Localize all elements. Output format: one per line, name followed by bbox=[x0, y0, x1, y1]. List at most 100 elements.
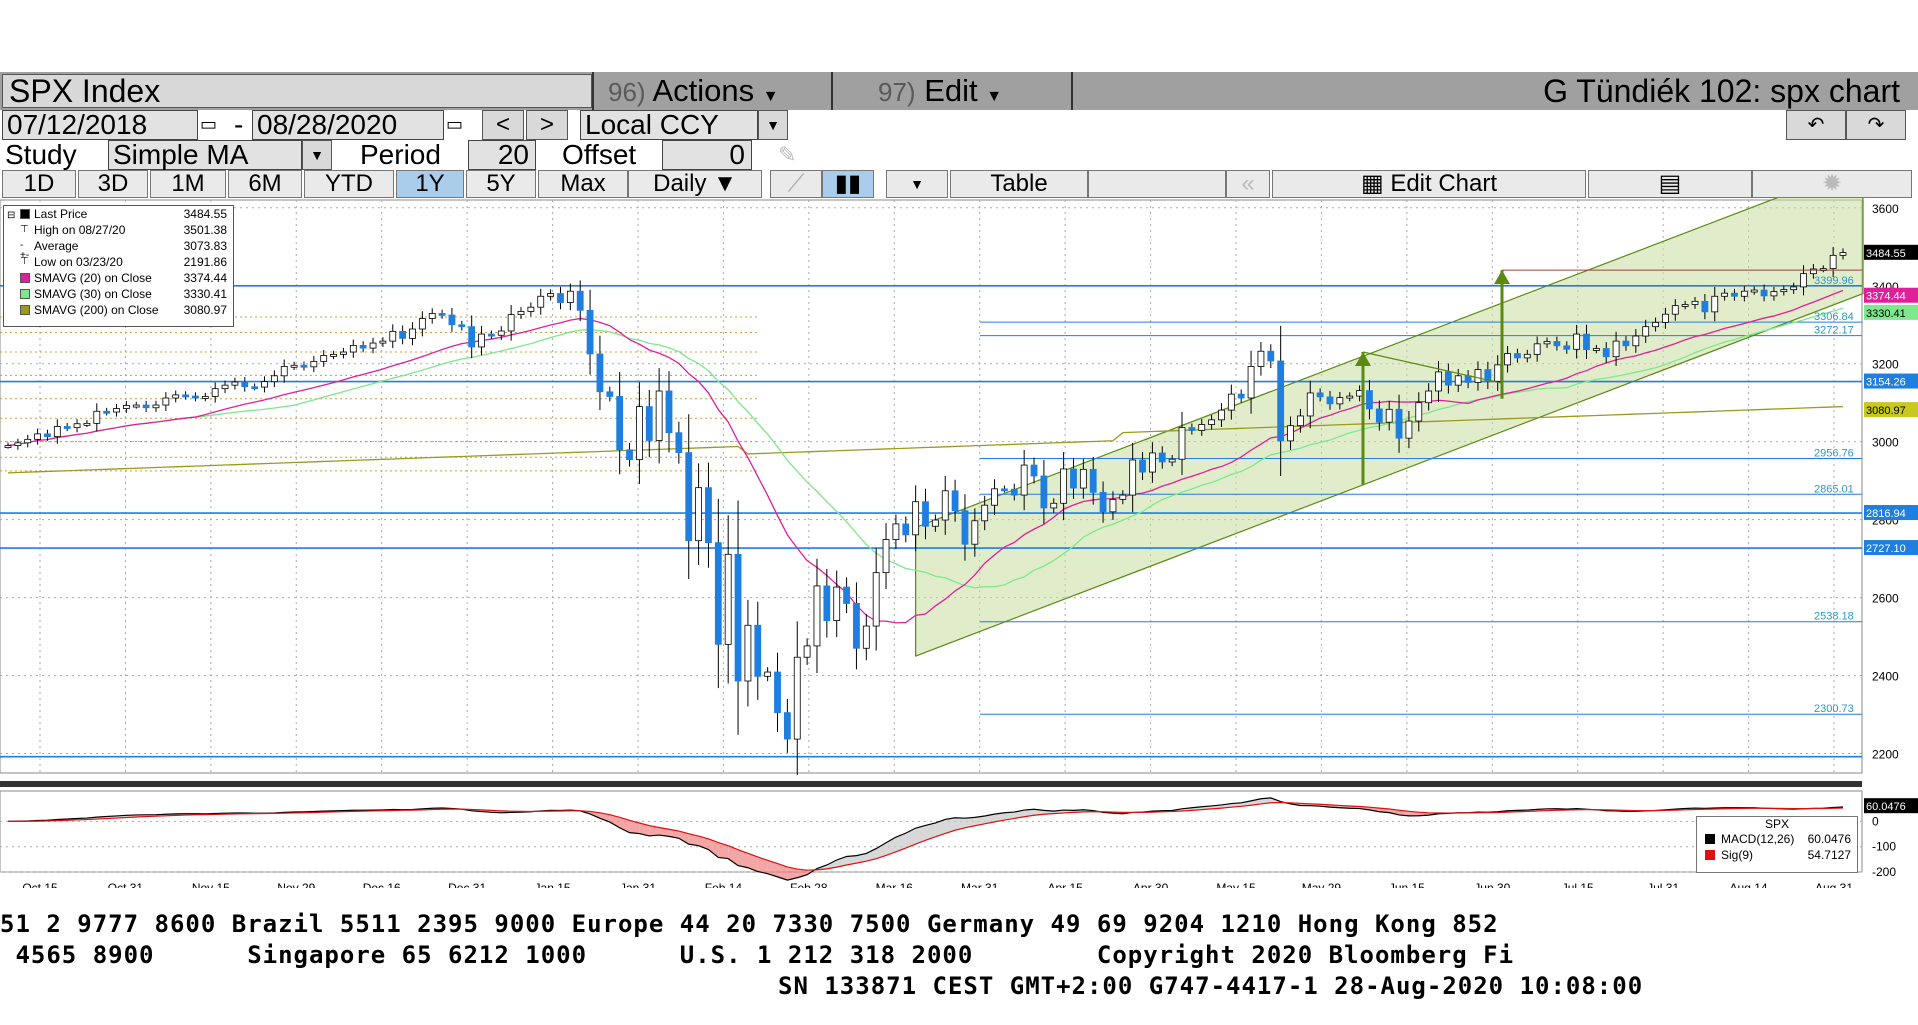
candle bbox=[389, 330, 397, 342]
period-field[interactable]: 20 bbox=[468, 140, 536, 170]
candle bbox=[103, 410, 111, 414]
legend-swatch bbox=[20, 289, 30, 299]
tab-1m[interactable]: 1M bbox=[150, 170, 226, 198]
candle bbox=[872, 572, 880, 627]
tab-1y[interactable]: 1Y bbox=[396, 170, 464, 198]
candle bbox=[1385, 408, 1393, 423]
candle bbox=[665, 390, 673, 434]
legend-row: SMAVG (200) on Close 3080.97 bbox=[4, 302, 233, 318]
candle bbox=[1810, 268, 1817, 275]
blank-tab[interactable] bbox=[1088, 170, 1226, 198]
candle-chart-icon[interactable]: ▮▮ bbox=[822, 170, 874, 198]
chevron-down-icon[interactable]: ▼ bbox=[758, 110, 788, 140]
candle bbox=[843, 586, 850, 604]
tab-5y[interactable]: 5Y bbox=[466, 170, 536, 198]
chart-legend: Last Price 3484.55 ⊤ High on 08/27/20 3501.3… bbox=[3, 205, 234, 327]
legend-value: 3501.38 bbox=[183, 223, 227, 237]
candle bbox=[626, 449, 633, 461]
candle bbox=[1484, 369, 1492, 382]
candle bbox=[468, 326, 476, 348]
legend-label: Low on 03/23/20 bbox=[34, 255, 123, 269]
actions-menu[interactable]: 96) Actions ▼ bbox=[608, 74, 779, 108]
macd-fill bbox=[945, 817, 956, 834]
candle bbox=[734, 553, 742, 682]
pencil-icon[interactable]: ✎ bbox=[778, 142, 797, 167]
candle bbox=[113, 408, 120, 413]
candle bbox=[300, 364, 308, 368]
candle bbox=[991, 488, 998, 506]
candle bbox=[14, 442, 22, 446]
start-date-field[interactable]: 07/12/2018 bbox=[2, 110, 198, 140]
candle bbox=[1523, 353, 1531, 359]
level-label: 2956.76 bbox=[1814, 448, 1854, 460]
study-select[interactable]: Simple MA bbox=[108, 140, 302, 170]
next-button[interactable]: > bbox=[526, 110, 568, 140]
line-chart-icon[interactable]: ⟋ bbox=[770, 170, 822, 198]
tab-1d[interactable]: 1D bbox=[2, 170, 76, 198]
legend-label: High on 08/27/20 bbox=[34, 223, 126, 237]
macd-fill bbox=[718, 842, 729, 859]
tab-max[interactable]: Max bbox=[538, 170, 628, 198]
macd-fill bbox=[767, 860, 778, 877]
candle bbox=[1139, 459, 1146, 473]
price-chart[interactable]: 220024002600280030003200340036003484.553… bbox=[0, 198, 1918, 888]
redo-icon[interactable]: ↷ bbox=[1846, 110, 1906, 140]
candle bbox=[1474, 369, 1482, 383]
macd-fill bbox=[639, 822, 650, 836]
candle bbox=[1346, 395, 1354, 399]
candle bbox=[566, 290, 574, 303]
calendar-icon[interactable]: ▭ bbox=[200, 114, 218, 134]
level-label: 3306.84 bbox=[1814, 311, 1854, 323]
annotate-icon[interactable]: ▤ bbox=[1588, 170, 1752, 198]
candle bbox=[379, 340, 387, 344]
security-field[interactable]: SPX Index bbox=[2, 74, 592, 108]
tab-6m[interactable]: 6M bbox=[228, 170, 302, 198]
candle bbox=[1158, 452, 1166, 463]
candle bbox=[241, 381, 249, 388]
edit-menu-label: Edit bbox=[924, 73, 978, 108]
frequency-select[interactable]: Daily ▼ bbox=[628, 170, 762, 198]
chevron-down-icon[interactable]: ▼ bbox=[302, 140, 332, 170]
legend-swatch: -+- bbox=[20, 240, 30, 261]
candle bbox=[1316, 392, 1324, 398]
period-label: Period bbox=[360, 139, 441, 170]
candle bbox=[172, 394, 180, 399]
candle bbox=[418, 318, 426, 330]
collapse-left-icon[interactable]: « bbox=[1226, 170, 1270, 198]
contact-ticker-line-2: 4565 8900 Singapore 65 6212 1000 U.S. 1 … bbox=[0, 941, 1515, 969]
table-button[interactable]: Table bbox=[950, 170, 1088, 198]
gear-icon[interactable]: ✹ bbox=[1752, 170, 1912, 198]
collapse-toggle-icon[interactable]: ⊟ bbox=[7, 210, 16, 221]
candle bbox=[122, 405, 130, 409]
end-date-field[interactable]: 08/28/2020 bbox=[252, 110, 444, 140]
candle bbox=[1731, 292, 1738, 297]
candle bbox=[1267, 350, 1275, 362]
chevron-down-icon[interactable]: ▼ bbox=[886, 170, 948, 198]
candle bbox=[1079, 468, 1087, 489]
candle bbox=[1208, 419, 1216, 425]
undo-icon[interactable]: ↶ bbox=[1786, 110, 1846, 140]
prev-button[interactable]: < bbox=[482, 110, 524, 140]
level-label: 2300.73 bbox=[1814, 703, 1854, 715]
candle bbox=[399, 330, 407, 339]
candle bbox=[1040, 475, 1048, 509]
tab-3d[interactable]: 3D bbox=[78, 170, 148, 198]
offset-field[interactable]: 0 bbox=[662, 140, 752, 170]
macd-tag bbox=[1864, 798, 1918, 814]
tab-ytd[interactable]: YTD bbox=[304, 170, 394, 198]
currency-select[interactable]: Local CCY bbox=[580, 110, 758, 140]
edit-menu[interactable]: 97) Edit ▼ bbox=[878, 74, 1002, 108]
candle bbox=[705, 487, 712, 544]
macd-fill bbox=[668, 829, 679, 839]
legend-row: SMAVG (30) on Close 3330.41 bbox=[4, 286, 233, 302]
edit-chart-button[interactable]: ▦ Edit Chart bbox=[1272, 170, 1586, 198]
candle bbox=[221, 384, 229, 390]
calendar-icon[interactable]: ▭ bbox=[446, 114, 464, 134]
x-tick-label: May 29 bbox=[1302, 881, 1342, 888]
candle bbox=[1592, 348, 1600, 351]
candle bbox=[1691, 300, 1699, 305]
macd-fill bbox=[1260, 797, 1271, 804]
candle bbox=[270, 375, 278, 383]
legend-swatch: ⊤ bbox=[20, 224, 29, 235]
actions-menu-label: Actions bbox=[652, 73, 755, 108]
